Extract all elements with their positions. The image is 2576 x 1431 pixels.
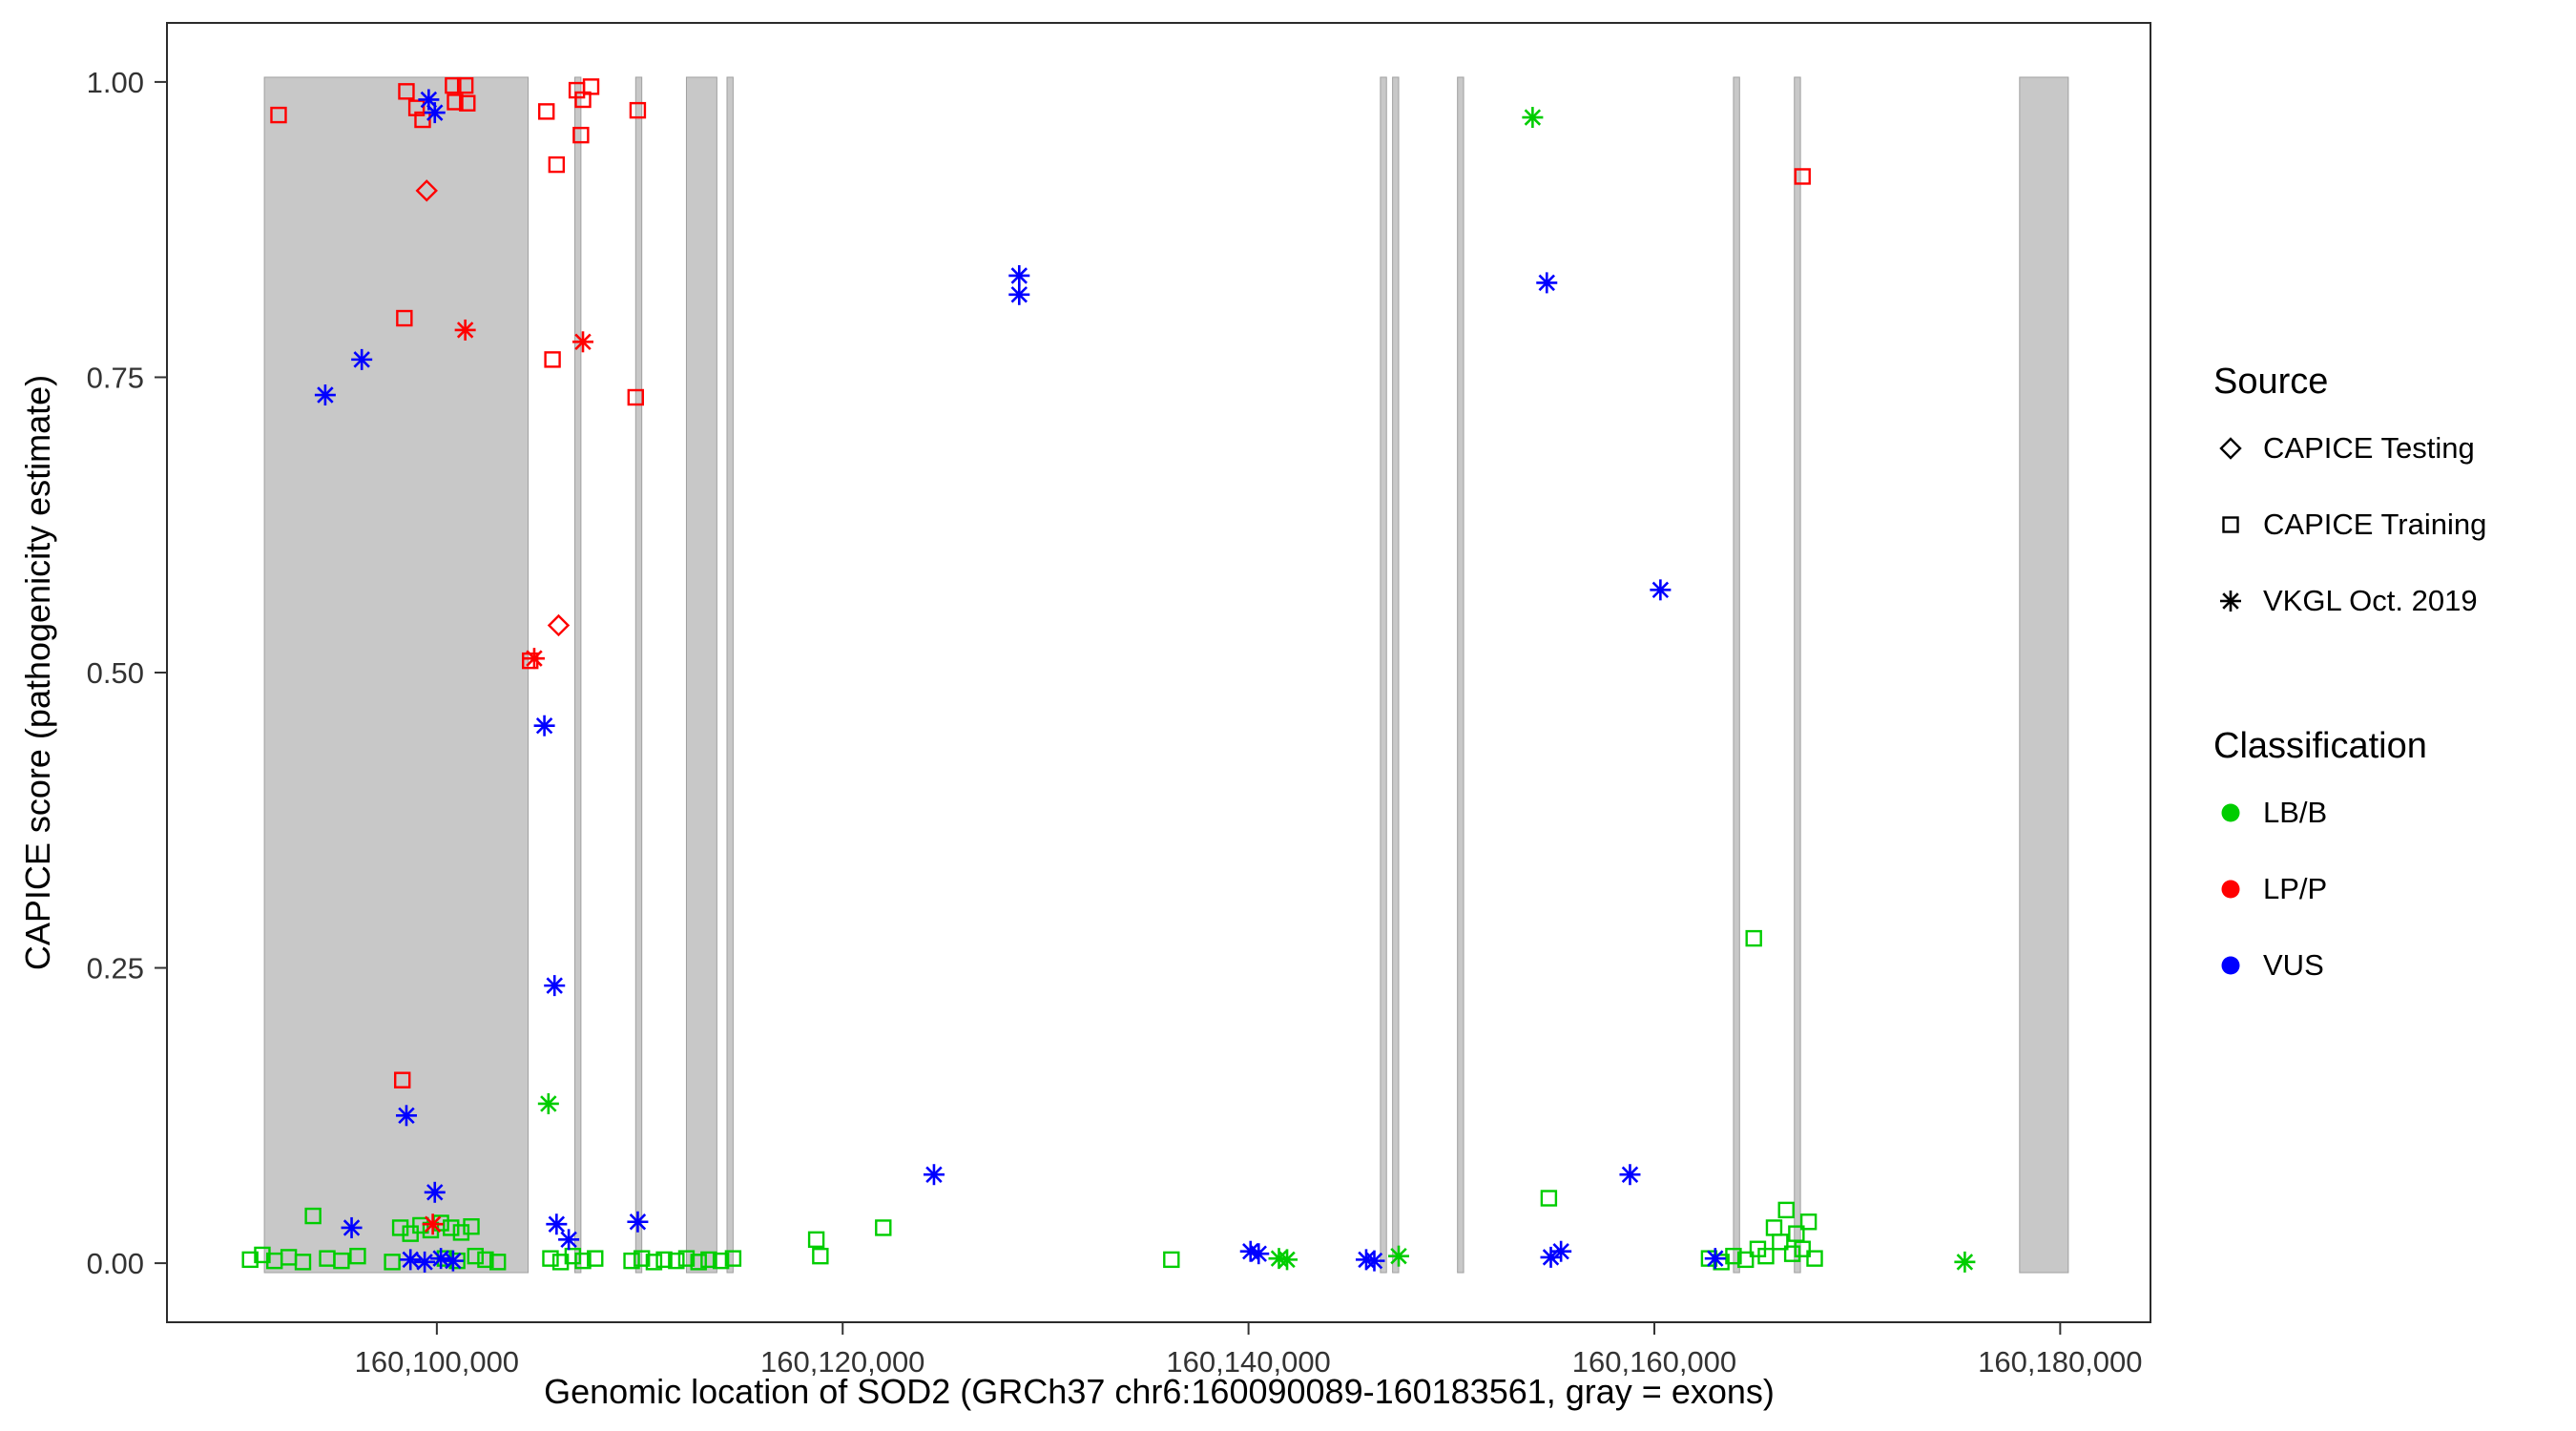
x-axis: 160,100,000 160,120,000 160,140,000 160,160… (355, 1322, 2143, 1379)
y-tick-label: 0.75 (87, 361, 144, 394)
legend-item-capice-testing: CAPICE Testing (2213, 410, 2566, 487)
x-tick-label: 160,180,000 (1978, 1345, 2142, 1379)
exon-band (1380, 76, 1387, 1274)
legend-item-vkgl: VKGL Oct. 2019 (2213, 563, 2566, 639)
x-axis-title: Genomic location of SOD2 (GRCh37 chr6:16… (544, 1372, 1775, 1411)
series-vkgl-vus (314, 89, 1726, 1273)
legend-label-capice-training: CAPICE Training (2263, 508, 2487, 541)
red-dot-icon (2221, 880, 2240, 899)
exon-band (634, 76, 643, 1274)
square-icon (2222, 516, 2239, 533)
legend-label-lbb: LB/B (2263, 796, 2328, 829)
series-training-lpp (270, 76, 1811, 1089)
exon-bands (263, 76, 2069, 1274)
diamond-icon (2219, 437, 2242, 460)
exon-band (263, 76, 530, 1274)
green-dot-icon (2221, 803, 2240, 822)
legend-label-lpp: LP/P (2263, 872, 2328, 905)
y-tick-label: 0.00 (87, 1247, 144, 1280)
exon-band (1457, 76, 1465, 1274)
exon-band (1392, 76, 1400, 1274)
y-tick-label: 1.00 (87, 66, 144, 99)
x-tick-label: 160,120,000 (760, 1345, 924, 1379)
exon-band (685, 76, 717, 1274)
x-tick-label: 160,160,000 (1572, 1345, 1736, 1379)
legend-item-capice-training: CAPICE Training (2213, 487, 2566, 563)
blue-dot-icon (2221, 956, 2240, 975)
exon-band (1794, 76, 1801, 1274)
legend-source-title: Source (2213, 362, 2329, 402)
exon-band (1733, 76, 1740, 1274)
x-tick-label: 160,140,000 (1166, 1345, 1330, 1379)
y-tick-label: 0.50 (87, 656, 144, 690)
legend-label-vus: VUS (2263, 948, 2324, 982)
series-vkgl-lpp (422, 319, 594, 1235)
exon-band (726, 76, 734, 1274)
y-axis-title: CAPICE score (pathogenicity estimate) (18, 374, 57, 971)
legend: Source CAPICE Testing CAPICE Training (2213, 361, 2566, 1004)
legend-item-vus: VUS (2213, 927, 2566, 1004)
legend-label-vkgl: VKGL Oct. 2019 (2263, 584, 2478, 617)
x-tick-label: 160,100,000 (355, 1345, 519, 1379)
legend-item-lbb: LB/B (2213, 775, 2566, 851)
y-tick-label: 0.25 (87, 951, 144, 985)
legend-item-lpp: LP/P (2213, 851, 2566, 927)
y-axis: 0.00 0.25 0.50 0.75 1.00 (87, 66, 167, 1280)
asterisk-icon (2220, 591, 2241, 612)
exon-band (2019, 76, 2069, 1274)
series-vkgl-lbb (537, 107, 1976, 1273)
legend-label-capice-testing: CAPICE Testing (2263, 431, 2475, 465)
series-testing-lpp (415, 179, 571, 637)
legend-classification-title: Classification (2213, 726, 2427, 766)
exon-band (573, 76, 582, 1274)
